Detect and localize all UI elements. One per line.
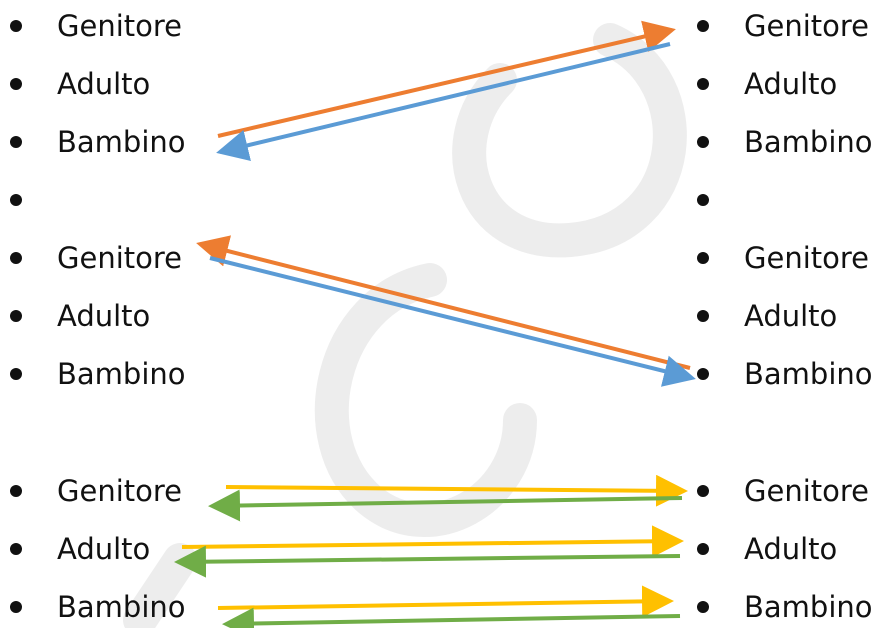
arrow-orange-bambino-to-genitore-2: [196, 235, 691, 370]
right-label: Genitore: [744, 474, 869, 508]
arrow-yellow-adulto-to-adulto: [181, 525, 684, 558]
right-label: Adulto: [744, 299, 838, 333]
left-label: Adulto: [57, 299, 151, 333]
right-label: Adulto: [744, 67, 838, 101]
arrow-green-genitore-to-genitore: [208, 489, 683, 522]
right-label: Bambino: [744, 590, 873, 624]
watermark-ring-lower: [314, 263, 537, 537]
left-label: Bambino: [57, 357, 186, 391]
left-label: Adulto: [57, 532, 151, 566]
right-label: Genitore: [744, 9, 869, 43]
right-label: Bambino: [744, 357, 873, 391]
bullet-icon: [697, 20, 709, 32]
arrow-yellow-genitore-to-genitore: [225, 474, 688, 507]
arrow-green-adulto-to-adulto: [174, 545, 681, 578]
bullet-icon: [697, 368, 709, 380]
bullet-icon: [697, 601, 709, 613]
bullet-icon: [697, 252, 709, 264]
bullet-icon: [10, 601, 22, 613]
arrow-green-bambino-to-bambino: [222, 607, 681, 628]
left-label: Genitore: [57, 9, 182, 43]
bullet-icon: [697, 310, 709, 322]
bullet-icon: [697, 485, 709, 497]
watermark-ring-upper: [452, 23, 687, 258]
bullet-icon: [10, 252, 22, 264]
bullet-icon: [10, 485, 22, 497]
bullet-icon: [10, 368, 22, 380]
arrow-orange-bambino-to-genitore: [217, 20, 676, 138]
arrow-yellow-bambino-to-bambino: [217, 585, 674, 618]
arrow-blue-genitore-to-bambino-2: [209, 256, 696, 387]
left-label: Bambino: [57, 590, 186, 624]
bullet-icon: [10, 194, 22, 206]
right-label: Genitore: [744, 241, 869, 275]
right-label: Adulto: [744, 532, 838, 566]
bullet-icon: [697, 78, 709, 90]
left-label: Bambino: [57, 125, 186, 159]
left-label: Genitore: [57, 474, 182, 508]
right-label: Bambino: [744, 125, 873, 159]
bullet-icon: [697, 543, 709, 555]
bullet-icon: [10, 136, 22, 148]
left-label: Genitore: [57, 241, 182, 275]
bullet-icon: [697, 194, 709, 206]
left-label: Adulto: [57, 67, 151, 101]
watermark-tail: [123, 543, 197, 628]
bullet-icon: [697, 136, 709, 148]
bullet-icon: [10, 78, 22, 90]
bullet-icon: [10, 310, 22, 322]
bullet-icon: [10, 543, 22, 555]
bullet-icon: [10, 20, 22, 32]
arrow-blue-genitore-to-bambino: [216, 42, 671, 162]
